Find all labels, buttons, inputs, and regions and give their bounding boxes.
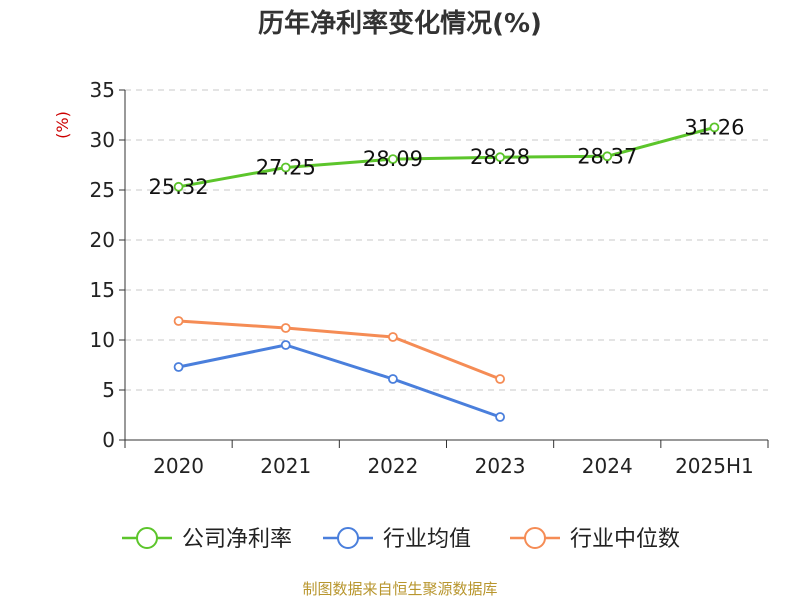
y-tick-label: 35 — [90, 78, 115, 102]
data-point — [709, 122, 720, 133]
data-point — [173, 316, 184, 326]
legend[interactable]: 公司净利率 行业均值 行业中位数 — [122, 527, 680, 552]
data-point — [173, 362, 184, 372]
data-point — [388, 332, 398, 342]
legend-item-0[interactable]: 公司净利率 — [122, 527, 292, 552]
series-line — [178, 125, 715, 189]
legend-label: 行业均值 — [383, 527, 471, 552]
data-point — [280, 340, 291, 350]
data-label: 28.09 — [363, 147, 423, 171]
data-point — [280, 162, 291, 173]
x-tick-label: 2022 — [367, 454, 418, 478]
series-line — [178, 319, 501, 381]
data-point — [280, 323, 291, 333]
data-label: 25.32 — [149, 175, 209, 199]
data-point — [388, 374, 398, 384]
series-2 — [173, 316, 505, 384]
legend-item-2[interactable]: 行业中位数 — [510, 527, 680, 552]
grid-lines — [125, 89, 768, 391]
y-tick-label: 0 — [102, 428, 115, 452]
y-tick-label: 15 — [90, 278, 115, 302]
legend-marker — [524, 527, 546, 549]
x-tick-label: 2025H1 — [675, 454, 754, 478]
data-label: 27.25 — [256, 156, 316, 180]
legend-marker — [136, 527, 158, 549]
chart-title: 历年净利率变化情况(%) — [258, 8, 542, 39]
series-line — [178, 343, 501, 419]
series-1 — [173, 340, 505, 422]
data-point — [495, 374, 505, 384]
y-axis-label: (%) — [53, 111, 72, 139]
y-tick-label: 25 — [90, 178, 115, 202]
y-tick-label: 5 — [102, 378, 115, 402]
data-point — [173, 181, 184, 192]
legend-item-1[interactable]: 行业均值 — [323, 527, 471, 552]
axes: 0 5 10 15 20 25 30 35 2020 2021 2022 2023 2024 2025H1 — [90, 78, 769, 478]
legend-marker — [337, 527, 359, 549]
data-point — [495, 412, 505, 422]
legend-label: 公司净利率 — [182, 527, 292, 552]
legend-label: 行业中位数 — [570, 527, 680, 552]
data-label: 28.37 — [577, 144, 637, 168]
y-tick-label: 10 — [90, 328, 115, 352]
series-layer: 25.32 27.25 28.09 28.28 28.37 31.26 — [149, 115, 745, 422]
x-tick-label: 2020 — [153, 454, 204, 478]
y-tick-label: 30 — [90, 128, 115, 152]
x-tick-label: 2021 — [260, 454, 311, 478]
source-note: 制图数据来自恒生聚源数据库 — [302, 580, 497, 598]
data-label: 28.28 — [470, 145, 530, 169]
y-tick-label: 20 — [90, 228, 115, 252]
data-point — [388, 154, 398, 165]
data-point — [495, 152, 505, 163]
series-0: 25.32 27.25 28.09 28.28 28.37 31.26 — [149, 115, 745, 198]
x-tick-label: 2023 — [475, 454, 526, 478]
data-label: 31.26 — [684, 115, 744, 139]
data-point — [602, 151, 613, 162]
x-tick-label: 2024 — [582, 454, 633, 478]
